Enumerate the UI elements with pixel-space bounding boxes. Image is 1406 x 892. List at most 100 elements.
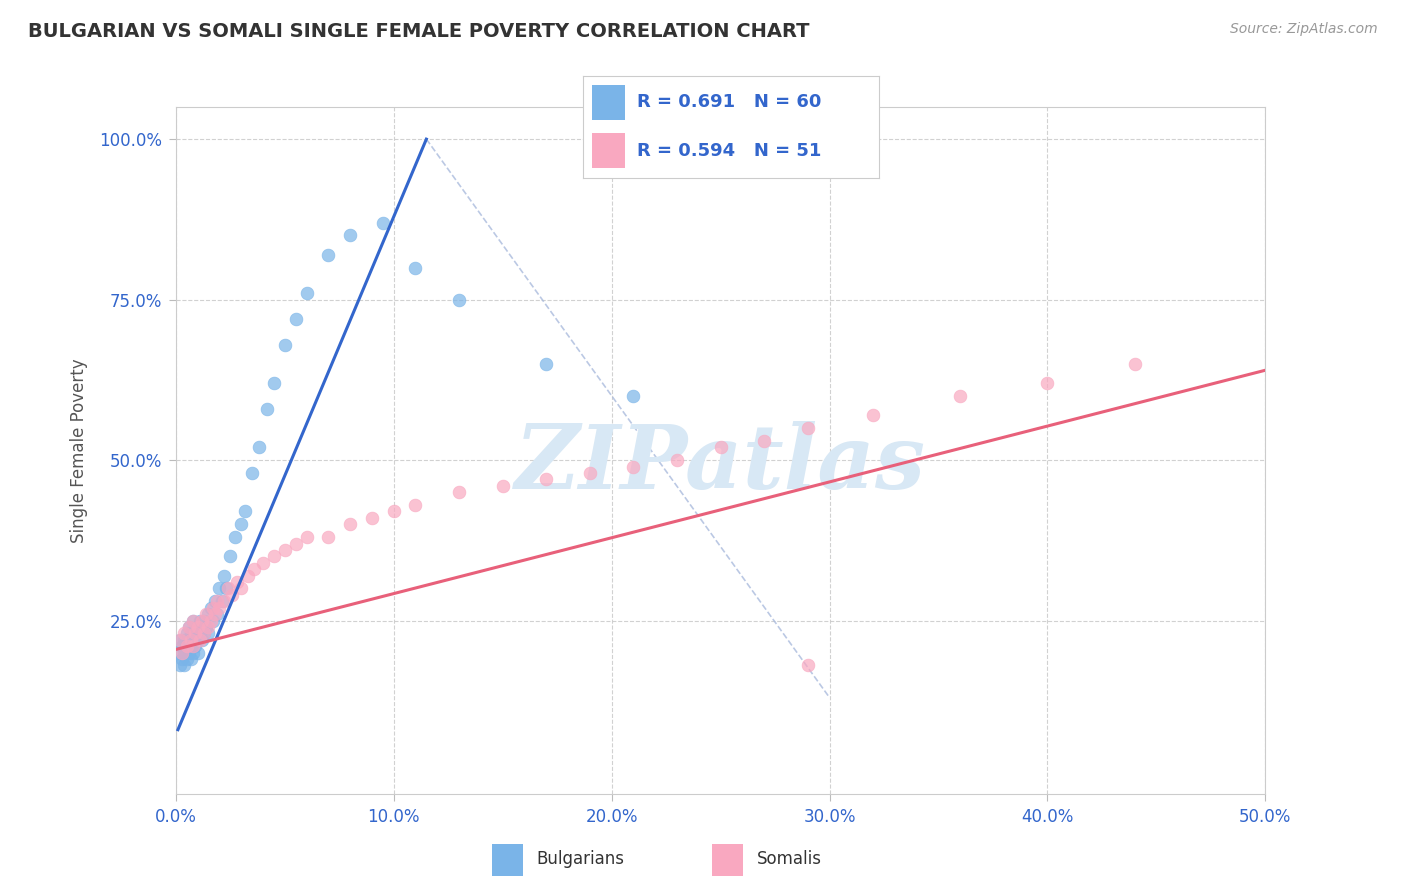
Point — [195, 620, 218, 634]
Point — [186, 632, 209, 647]
Point — [172, 639, 194, 653]
Point — [274, 543, 297, 558]
Point — [240, 466, 263, 480]
Point — [181, 646, 204, 660]
Point — [243, 562, 266, 576]
Point — [224, 530, 246, 544]
Point — [195, 607, 218, 622]
Point — [447, 293, 470, 307]
Point — [710, 440, 733, 454]
Point — [177, 646, 200, 660]
Point — [219, 549, 242, 564]
Text: Source: ZipAtlas.com: Source: ZipAtlas.com — [1230, 22, 1378, 37]
Point — [172, 652, 194, 666]
Point — [191, 632, 214, 647]
Point — [256, 401, 278, 416]
Point — [247, 440, 270, 454]
Point — [754, 434, 776, 448]
Point — [180, 632, 202, 647]
Point — [201, 600, 224, 615]
Point — [188, 614, 211, 628]
Bar — [492, 844, 523, 876]
Point — [184, 626, 207, 640]
Point — [796, 421, 818, 435]
Point — [186, 646, 209, 660]
Point — [1123, 357, 1146, 371]
Point — [534, 472, 557, 486]
Point — [204, 607, 226, 622]
Bar — [711, 844, 744, 876]
Point — [231, 582, 253, 596]
Point — [318, 248, 340, 262]
Point — [184, 639, 207, 653]
Text: Bulgarians: Bulgarians — [537, 849, 624, 868]
Point — [176, 639, 198, 653]
Point — [263, 549, 285, 564]
Point — [180, 626, 202, 640]
Point — [180, 652, 202, 666]
Point — [252, 556, 274, 570]
Point — [200, 600, 222, 615]
Point — [217, 582, 239, 596]
Point — [295, 286, 318, 301]
Point — [212, 568, 235, 582]
Point — [188, 626, 211, 640]
Point — [186, 620, 209, 634]
Point — [193, 626, 215, 640]
Point — [284, 536, 307, 550]
Point — [200, 614, 222, 628]
Point — [205, 594, 228, 608]
Point — [215, 582, 238, 596]
Point — [621, 389, 644, 403]
Point — [405, 260, 427, 275]
Point — [225, 575, 247, 590]
Point — [184, 626, 207, 640]
Point — [579, 466, 602, 480]
Point — [167, 646, 190, 660]
Point — [534, 357, 557, 371]
Point — [177, 620, 200, 634]
Point — [193, 626, 215, 640]
Point — [235, 504, 257, 518]
Point — [339, 517, 361, 532]
Point — [212, 594, 235, 608]
Point — [236, 568, 259, 582]
Point — [188, 632, 211, 647]
Point — [382, 504, 405, 518]
Point — [181, 639, 204, 653]
Point — [181, 614, 204, 628]
Point — [169, 658, 191, 673]
Point — [193, 614, 215, 628]
Point — [796, 658, 818, 673]
Point — [231, 517, 253, 532]
Point — [295, 530, 318, 544]
Point — [360, 511, 382, 525]
Point — [181, 632, 204, 647]
Point — [205, 607, 228, 622]
Point — [274, 337, 297, 351]
Text: BULGARIAN VS SOMALI SINGLE FEMALE POVERTY CORRELATION CHART: BULGARIAN VS SOMALI SINGLE FEMALE POVERT… — [28, 22, 810, 41]
Point — [221, 588, 243, 602]
Point — [172, 646, 194, 660]
Point — [186, 620, 209, 634]
Point — [180, 639, 202, 653]
Point — [208, 600, 231, 615]
Point — [318, 530, 340, 544]
Point — [949, 389, 972, 403]
Point — [447, 485, 470, 500]
Point — [169, 632, 191, 647]
Text: R = 0.691   N = 60: R = 0.691 N = 60 — [637, 94, 821, 112]
Point — [405, 498, 427, 512]
Point — [176, 639, 198, 653]
Point — [181, 614, 204, 628]
Point — [169, 632, 191, 647]
Point — [862, 408, 884, 422]
Y-axis label: Single Female Poverty: Single Female Poverty — [70, 359, 87, 542]
Point — [211, 594, 233, 608]
Text: R = 0.594   N = 51: R = 0.594 N = 51 — [637, 142, 821, 160]
Point — [177, 632, 200, 647]
Bar — [592, 85, 624, 120]
Point — [339, 228, 361, 243]
Text: ZIPatlas: ZIPatlas — [515, 421, 927, 508]
Bar — [592, 133, 624, 168]
